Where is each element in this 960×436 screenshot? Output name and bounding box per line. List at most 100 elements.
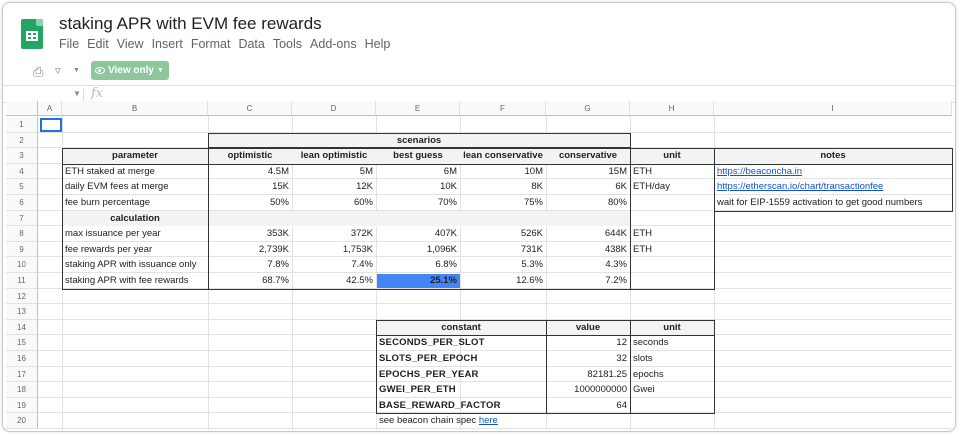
menu-tools[interactable]: Tools <box>272 37 303 51</box>
row-header-8[interactable]: 8 <box>6 226 38 242</box>
parameter-label: daily EVM fees at merge <box>65 181 169 193</box>
header-parameter: parameter <box>112 150 158 162</box>
value-cell: 407K <box>434 228 457 240</box>
value-cell: 2,739K <box>258 243 289 255</box>
document-title[interactable]: staking APR with EVM fee rewards <box>59 14 322 33</box>
row-header-10[interactable]: 10 <box>6 257 38 273</box>
value-cell: 68.7% <box>262 275 289 286</box>
menu-edit[interactable]: Edit <box>87 37 109 51</box>
view-only-button[interactable]: View only ▼ <box>91 61 169 80</box>
row-header-6[interactable]: 6 <box>6 195 38 211</box>
grid-line <box>38 396 952 398</box>
chevron-down-icon[interactable]: ▼ <box>73 67 80 74</box>
menu-view[interactable]: View <box>116 37 144 51</box>
column-header-f[interactable]: F <box>460 101 546 116</box>
grid-line <box>38 381 952 383</box>
grid-line <box>376 116 377 430</box>
constant-name: BASE_REWARD_FACTOR <box>379 399 501 411</box>
grid-line <box>546 116 547 430</box>
header-unit: unit <box>663 150 681 162</box>
filter-icon[interactable]: ▿ <box>55 65 61 77</box>
grid-line <box>38 209 952 211</box>
constant-name: EPOCHS_PER_YEAR <box>379 368 479 380</box>
row-header-1[interactable]: 1 <box>6 117 38 133</box>
chevron-down-icon[interactable]: ▼ <box>73 89 81 98</box>
value-cell: 50% <box>269 197 289 208</box>
row-header-3[interactable]: 3 <box>6 148 38 164</box>
notes-link[interactable]: https://etherscan.io/chart/transactionfe… <box>717 181 884 193</box>
notes-header-bg <box>714 148 952 164</box>
spec-footnote: see beacon chain spec here <box>379 414 498 428</box>
row-header-13[interactable]: 13 <box>6 304 38 320</box>
grid-line <box>38 365 952 367</box>
header-underline <box>62 163 715 165</box>
fx-icon: fx <box>91 86 104 101</box>
column-header-d[interactable]: D <box>292 101 376 116</box>
unit-cell: ETH <box>633 165 652 177</box>
value-cell: 4.3% <box>605 259 627 271</box>
notes-link[interactable]: https://beaconcha.in <box>717 165 803 177</box>
value-cell: 42.5% <box>346 275 373 286</box>
highlighted-cell[interactable] <box>377 274 460 288</box>
row-header-2[interactable]: 2 <box>6 132 38 149</box>
parameter-label: ETH staked at merge <box>65 165 155 177</box>
value-cell: 353K <box>266 228 289 240</box>
select-all-corner[interactable] <box>6 101 38 116</box>
spec-link[interactable]: here <box>478 415 498 427</box>
menu-format[interactable]: Format <box>190 37 231 51</box>
column-header-i[interactable]: I <box>714 101 952 116</box>
constants-header-unit: unit <box>663 321 681 333</box>
grid-line <box>38 350 952 351</box>
value-cell: 6M <box>443 165 457 177</box>
grid-line <box>38 272 952 273</box>
active-cell-selection[interactable] <box>40 118 62 132</box>
row-header-18[interactable]: 18 <box>6 382 38 398</box>
row-header-7[interactable]: 7 <box>6 210 38 227</box>
row-header-16[interactable]: 16 <box>6 351 38 367</box>
header-scenario: lean optimistic <box>300 150 368 162</box>
sheets-logo-icon[interactable] <box>21 19 43 49</box>
calculation-row-label: max issuance per year <box>65 228 161 240</box>
column-header-g[interactable]: G <box>546 101 630 116</box>
menu-insert[interactable]: Insert <box>151 37 183 51</box>
value-cell: 731K <box>520 243 543 255</box>
column-header-h[interactable]: H <box>630 101 714 116</box>
header-scenario: lean conservative <box>463 150 543 162</box>
row-header-14[interactable]: 14 <box>6 319 38 336</box>
value-cell: 526K <box>520 228 543 240</box>
value-cell: 7.4% <box>351 259 373 271</box>
value-cell: 10K <box>440 181 457 193</box>
row-header-9[interactable]: 9 <box>6 241 38 258</box>
value-cell: 1,753K <box>342 243 373 255</box>
column-header-e[interactable]: E <box>376 101 460 116</box>
menu-addons[interactable]: Add-ons <box>310 37 357 51</box>
row-header-11[interactable]: 11 <box>6 273 38 289</box>
menu-data[interactable]: Data <box>238 37 265 51</box>
constant-unit: slots <box>633 353 653 364</box>
grid-line <box>38 318 952 320</box>
calculation-label: calculation <box>110 212 160 224</box>
chevron-down-icon: ▼ <box>156 67 164 74</box>
value-cell: 372K <box>350 228 373 240</box>
row-header-4[interactable]: 4 <box>6 163 38 180</box>
table-divider <box>630 148 631 289</box>
menu-file[interactable]: File <box>59 37 80 51</box>
calculation-row-label: staking APR with fee rewards <box>65 275 189 286</box>
grid-line <box>38 256 952 258</box>
header-notes: notes <box>820 150 846 162</box>
column-header-b[interactable]: B <box>62 101 208 116</box>
unit-cell: ETH/day <box>633 181 670 193</box>
menu-help[interactable]: Help <box>364 37 391 51</box>
row-header-17[interactable]: 17 <box>6 366 38 383</box>
value-cell: 12.6% <box>516 275 543 286</box>
row-header-19[interactable]: 19 <box>6 397 38 414</box>
row-header-12[interactable]: 12 <box>6 288 38 305</box>
row-header-5[interactable]: 5 <box>6 179 38 195</box>
column-header-c[interactable]: C <box>208 101 292 116</box>
toolbar: ⎙ ▿ ▼ View only ▼ <box>3 60 955 82</box>
column-header-a[interactable]: A <box>38 101 62 116</box>
print-icon[interactable]: ⎙ <box>33 64 44 79</box>
row-header-20[interactable]: 20 <box>6 413 38 429</box>
row-header-15[interactable]: 15 <box>6 335 38 351</box>
value-cell: 10M <box>524 165 543 177</box>
